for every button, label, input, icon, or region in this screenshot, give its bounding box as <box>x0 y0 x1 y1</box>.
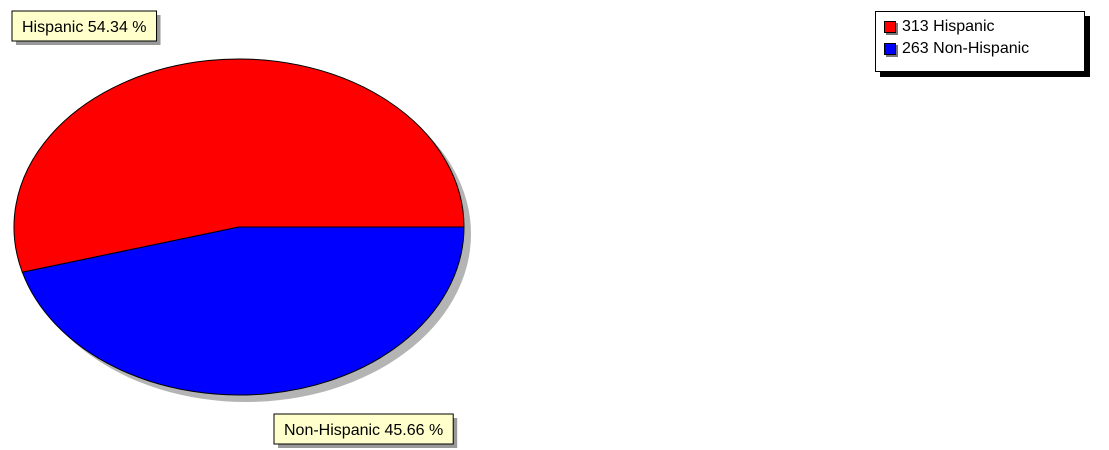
pie-slice-hispanic <box>13 58 465 273</box>
legend-item-hispanic: 313 Hispanic <box>884 16 1084 38</box>
legend-label-hispanic: 313 Hispanic <box>902 18 995 35</box>
chart-legend: 313 Hispanic 263 Non-Hispanic <box>875 11 1085 72</box>
callout-non-hispanic: Non-Hispanic 45.66 % <box>273 413 458 448</box>
legend-swatch-hispanic <box>884 21 896 33</box>
legend-swatch-non-hispanic <box>884 43 896 55</box>
callout-non-hispanic-text: Non-Hispanic 45.66 % <box>284 422 443 439</box>
callout-hispanic-box <box>11 10 158 42</box>
pie-slice-non-hispanic <box>21 226 465 396</box>
callout-hispanic: Hispanic 54.34 % <box>11 10 161 45</box>
pie-plot-area <box>13 58 471 402</box>
slice-callouts: Hispanic 54.34 % Non-Hispanic 45.66 % <box>11 10 458 448</box>
callout-hispanic-text: Hispanic 54.34 % <box>22 19 147 36</box>
legend-item-non-hispanic: 263 Non-Hispanic <box>884 38 1084 60</box>
callout-non-hispanic-box <box>273 413 454 445</box>
legend-label-non-hispanic: 263 Non-Hispanic <box>902 40 1030 57</box>
